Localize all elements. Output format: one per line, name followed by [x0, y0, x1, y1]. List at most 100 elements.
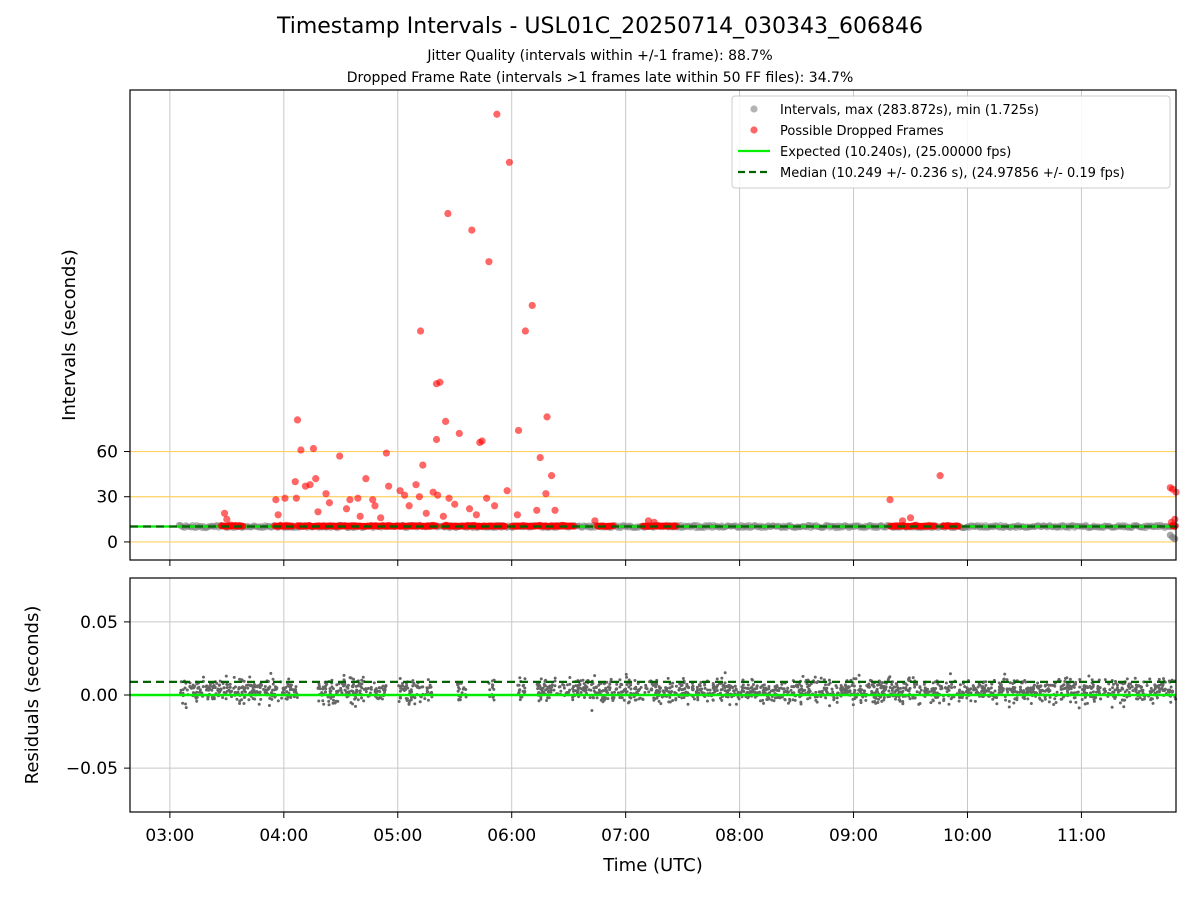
residual-point: [1128, 682, 1132, 686]
legend-label: Intervals, max (283.872s), min (1.725s): [780, 103, 1039, 118]
x-tick-label: 07:00: [601, 826, 650, 846]
residual-point: [592, 689, 596, 693]
intervals-plot-frame: [129, 89, 1177, 561]
residual-point: [557, 685, 561, 689]
residual-point: [696, 698, 700, 702]
dropped-frame-point: [455, 429, 463, 438]
residual-point: [947, 684, 951, 688]
residual-point: [715, 689, 719, 693]
legend-label: Median (10.249 +/- 0.236 s), (24.97856 +…: [780, 166, 1125, 181]
residual-point: [549, 688, 553, 692]
residual-point: [721, 683, 725, 687]
residual-point: [892, 685, 896, 689]
residual-point: [1104, 689, 1108, 693]
residual-point: [806, 685, 810, 689]
residual-point: [1055, 690, 1059, 694]
residual-point: [518, 676, 522, 680]
dropped-frame-point: [936, 472, 944, 480]
residual-point: [457, 682, 461, 686]
residual-point: [851, 697, 855, 701]
residual-point: [1065, 676, 1069, 680]
residual-point: [1002, 677, 1006, 681]
residual-point: [615, 682, 619, 686]
residual-point: [907, 676, 911, 680]
residual-point: [681, 677, 685, 681]
residual-point: [944, 681, 948, 685]
residual-point: [1010, 689, 1014, 693]
residual-point: [741, 678, 745, 682]
residual-point: [259, 697, 263, 701]
residual-point: [641, 698, 645, 702]
residual-point: [1133, 687, 1137, 691]
residual-point: [264, 688, 268, 692]
residual-point: [241, 685, 245, 689]
residual-point: [255, 685, 259, 689]
residual-point: [238, 677, 242, 681]
residual-point: [625, 690, 629, 694]
residual-point: [351, 685, 355, 689]
residual-point: [768, 691, 772, 695]
residual-point: [517, 683, 521, 687]
residual-point: [649, 688, 653, 692]
dropped-frame-point: [415, 493, 424, 501]
residual-point: [820, 689, 824, 693]
dropped-frame-point: [536, 453, 544, 462]
x-tick-label: 03:00: [145, 826, 194, 846]
residual-point: [327, 703, 331, 707]
residual-point: [765, 697, 769, 701]
residual-point: [539, 697, 543, 701]
intervals-y-axis-label: Intervals (seconds): [59, 249, 80, 421]
residual-point: [1111, 690, 1115, 694]
residual-point: [999, 687, 1003, 691]
residual-point: [201, 685, 205, 689]
residual-point: [783, 697, 787, 701]
residual-point: [890, 683, 894, 687]
residual-point: [1036, 681, 1040, 685]
residual-point: [746, 683, 750, 687]
dropped-frame-point: [906, 514, 915, 522]
residual-point: [901, 686, 905, 690]
residual-point: [224, 674, 228, 678]
residual-point: [1089, 691, 1093, 695]
residual-point: [405, 684, 409, 688]
residual-point: [210, 688, 214, 692]
dropped-frame-point: [272, 496, 280, 504]
dropped-frame-point: [931, 522, 939, 530]
residual-point: [978, 683, 982, 687]
dropped-frame-point: [434, 491, 442, 499]
residual-point: [351, 690, 355, 694]
residual-point: [674, 697, 678, 701]
residual-point: [553, 676, 557, 680]
residual-point: [625, 682, 629, 686]
residual-point: [696, 696, 700, 700]
residual-point: [890, 688, 894, 692]
residual-point: [1040, 699, 1044, 703]
residual-point: [762, 701, 766, 705]
residual-point: [523, 690, 527, 694]
residual-point: [364, 690, 368, 694]
residual-point: [584, 688, 588, 692]
dropped-frame-point: [436, 378, 444, 386]
residual-point: [224, 697, 228, 701]
y-tick-label: 60: [96, 443, 118, 463]
dropped-frame-point: [306, 481, 314, 489]
residual-point: [1012, 701, 1016, 705]
residual-point: [183, 686, 187, 690]
residual-point: [216, 687, 220, 691]
residual-point: [181, 701, 185, 705]
time-x-axis-label: Time (UTC): [602, 855, 703, 876]
residual-point: [251, 696, 255, 700]
residual-point: [1125, 677, 1129, 681]
residual-point: [333, 701, 337, 705]
residual-point: [428, 683, 432, 687]
residual-point: [894, 682, 898, 686]
residual-point: [1034, 691, 1038, 695]
residual-point: [780, 682, 784, 686]
dropped-frame-point: [291, 478, 299, 486]
y-tick-label: 0.05: [80, 613, 118, 633]
residual-point: [659, 702, 663, 706]
residual-point: [708, 688, 712, 692]
residual-point: [578, 682, 582, 686]
residual-point: [618, 685, 622, 689]
residual-point: [374, 687, 378, 691]
